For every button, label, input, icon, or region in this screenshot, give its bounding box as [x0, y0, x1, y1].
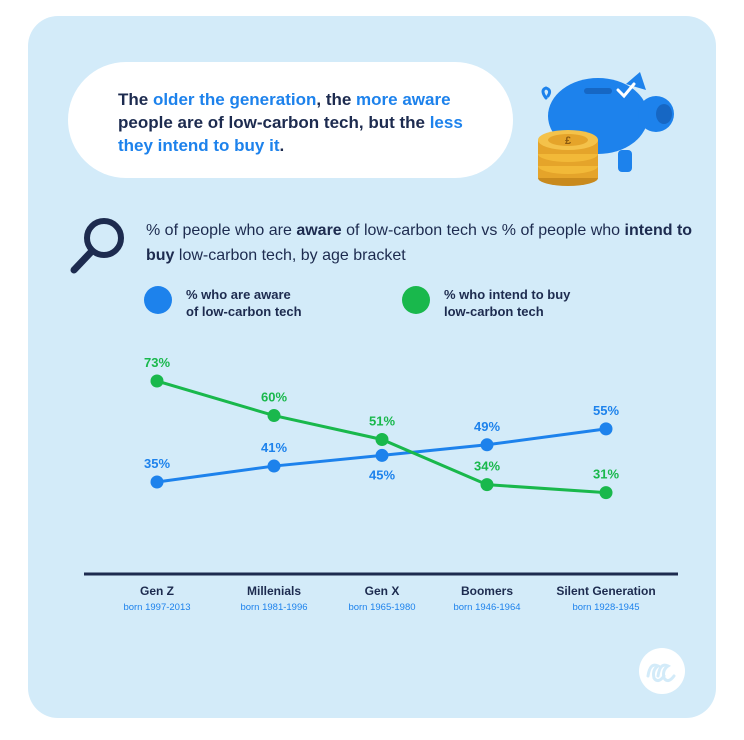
- svg-text:£: £: [565, 135, 571, 147]
- legend-intend-line-1: % who intend to buy: [444, 287, 571, 302]
- data-label-intend: 51%: [369, 413, 395, 428]
- legend-intend-dot: [402, 286, 430, 314]
- data-point-aware: [480, 438, 494, 452]
- subtitle-bold-aware: aware: [296, 222, 342, 239]
- legend-aware-dot: [144, 286, 172, 314]
- legend-intend-line-2: low-carbon tech: [444, 304, 544, 319]
- subtitle-text-1: % of people who are: [146, 222, 297, 239]
- headline-text-4: .: [279, 136, 285, 155]
- category-label: Gen X: [364, 584, 400, 598]
- data-point-intend: [599, 486, 613, 500]
- data-label-intend: 73%: [144, 355, 170, 370]
- data-point-intend: [375, 432, 389, 446]
- magnifying-glass-icon: [70, 218, 124, 274]
- data-label-aware: 55%: [593, 403, 619, 418]
- legend-intend-label: % who intend to buy low-carbon tech: [444, 286, 570, 320]
- headline-highlight-older: older the generation: [152, 90, 317, 109]
- data-label-aware: 41%: [261, 440, 287, 455]
- category-born-label: born 1928-1945: [572, 602, 640, 613]
- headline: The older the generation, the more aware…: [118, 88, 498, 157]
- data-point-intend: [480, 478, 494, 492]
- category-label: Millenials: [246, 584, 302, 598]
- category-label: Gen Z: [139, 584, 174, 598]
- subtitle-bold-intend: intend to buy: [146, 222, 693, 264]
- data-label-aware: 45%: [369, 467, 395, 482]
- headline-highlight-aware: more aware: [356, 90, 451, 109]
- brand-logo-icon: [639, 648, 685, 694]
- category-born-label: born 1946-1964: [453, 602, 521, 613]
- data-label-intend: 31%: [593, 467, 619, 482]
- data-point-intend: [150, 374, 164, 388]
- data-label-intend: 60%: [261, 390, 287, 405]
- headline-bubble: [68, 62, 513, 178]
- headline-text-3: people are of low-carbon tech, but the: [118, 113, 430, 132]
- category-born-label: born 1981-1996: [240, 602, 308, 613]
- subtitle-text-3: low-carbon tech, by age bracket: [174, 247, 406, 264]
- pound-coins-icon: £: [538, 130, 598, 186]
- data-point-aware: [150, 475, 164, 489]
- subtitle-text-2: of low-carbon tech vs % of people who: [341, 222, 625, 239]
- data-label-aware: 49%: [474, 419, 500, 434]
- legend-aware-label: % who are aware of low-carbon tech: [186, 286, 302, 320]
- category-label: Silent Generation: [556, 584, 656, 598]
- data-point-aware: [267, 459, 281, 473]
- category-label: Boomers: [460, 584, 513, 598]
- category-born-label: born 1965-1980: [348, 602, 416, 613]
- data-point-aware: [599, 422, 613, 436]
- data-label-aware: 35%: [144, 456, 170, 471]
- headline-highlight-less: less they intend to buy it: [118, 113, 463, 155]
- category-born-label: born 1997-2013: [123, 602, 191, 613]
- data-point-intend: [267, 409, 281, 423]
- legend-aware-line-2: of low-carbon tech: [186, 304, 302, 319]
- headline-text-2: , the: [316, 90, 357, 109]
- chart-subtitle: % of people who are aware of low-carbon …: [146, 218, 706, 268]
- headline-text-1: The: [118, 90, 153, 109]
- data-point-aware: [375, 448, 389, 462]
- data-label-intend: 34%: [474, 459, 500, 474]
- legend-aware-line-1: % who are aware: [186, 287, 291, 302]
